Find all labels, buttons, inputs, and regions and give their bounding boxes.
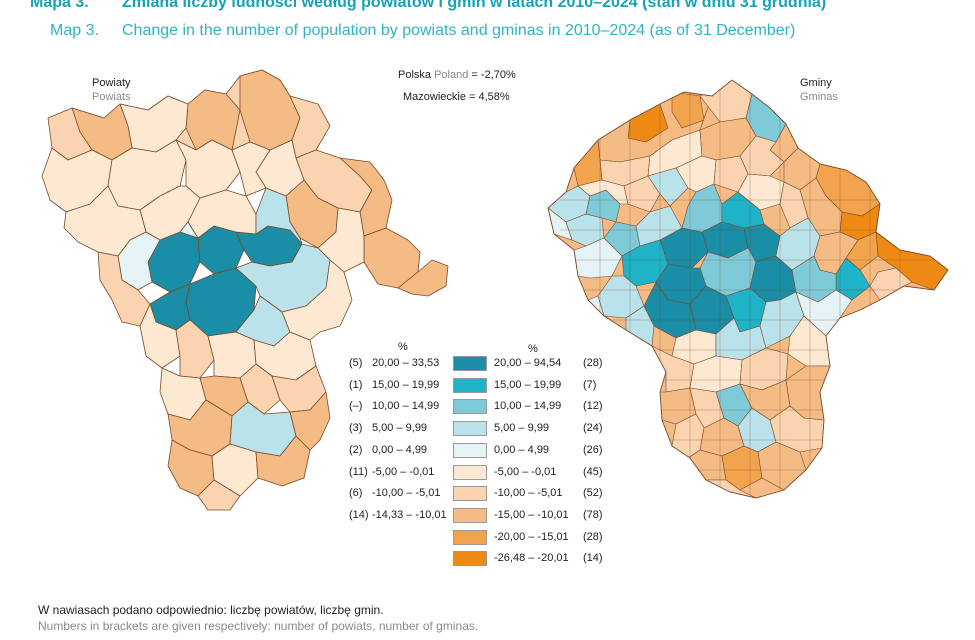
poland-stat: Polska Poland = -2,70% [398, 69, 516, 81]
right-map-label-en: Gminas [800, 91, 838, 103]
legend-left-range: -10,00 – -5,01 [372, 487, 441, 500]
legend-right-count: (14) [583, 552, 603, 565]
legend-swatch [453, 507, 487, 523]
map-number-en: Map 3. [50, 22, 99, 39]
legend-left-count: (6) [349, 487, 363, 500]
poland-label-pl: Polska [398, 69, 432, 81]
legend-left-count: (14) [349, 508, 369, 521]
region-value: = 4,58% [469, 91, 510, 103]
legend-left-range: 5,00 – 9,99 [372, 422, 428, 435]
map-title-pl: Mapa 3. Zmiana liczby ludności według pow… [30, 0, 826, 12]
legend-swatch [453, 421, 487, 437]
right-map-label-pl: Gminy [800, 77, 832, 89]
legend-right-count: (28) [583, 357, 603, 369]
legend-right-range: -15,00 – -10,01 [494, 508, 569, 521]
poland-label-en: Poland [434, 69, 469, 81]
legend-left-count: (–) [349, 400, 363, 413]
legend-swatch [453, 551, 487, 567]
legend-left-range: -5,00 – -0,01 [372, 465, 435, 478]
powiat-region [197, 479, 241, 511]
powiat-region [397, 259, 449, 297]
legend-left-count: (11) [349, 465, 368, 478]
map-title-en: Map 3. Change in the number of population… [50, 22, 795, 40]
legend-right-range: 0,00 – 4,99 [494, 443, 550, 456]
legend-right-count: (52) [583, 487, 603, 500]
legend-left-range: 20,00 – 33,53 [372, 357, 440, 369]
legend-unit-right: % [528, 343, 538, 355]
powiat-region [175, 319, 215, 379]
gmina-area [573, 237, 623, 279]
legend-swatch [453, 399, 487, 415]
legend-right-range: -10,00 – -5,01 [494, 487, 563, 500]
left-map-label: Powiaty Powiats [92, 76, 131, 104]
legend-swatch [453, 356, 487, 371]
legend-right-range: -20,00 – -15,01 [494, 530, 569, 543]
legend-right-count: (7) [583, 378, 597, 391]
legend-swatch [453, 486, 487, 502]
map-title-pl-text: Zmiana liczby ludności według powiatów i… [122, 0, 827, 11]
powiat-region [97, 251, 151, 327]
legend-swatch [453, 442, 487, 458]
powiat-region [179, 221, 199, 239]
powiat-region [63, 185, 147, 257]
left-map-label-en: Powiats [92, 91, 131, 103]
map-number-pl: Mapa 3. [30, 0, 89, 11]
legend-right-count: (26) [583, 443, 603, 456]
legend-left-range: 10,00 – 14,99 [372, 400, 440, 413]
footnote-en: Numbers in brackets are given respective… [38, 619, 479, 633]
footnote-pl: W nawiasach podano odpowiednio: liczbę p… [38, 603, 384, 617]
gmina-area [721, 191, 765, 229]
legend-right-count: (78) [583, 508, 603, 521]
powiat-region [231, 141, 271, 197]
legend-left-count: (3) [349, 422, 363, 435]
powiat-region [281, 259, 353, 341]
legend-swatch [453, 529, 487, 545]
poland-value: = -2,70% [471, 69, 516, 81]
gminas-outline [547, 79, 949, 499]
legend-right-range: 15,00 – 19,99 [494, 378, 562, 391]
legend-right-range: 5,00 – 9,99 [494, 422, 550, 435]
powiat-region [175, 139, 241, 199]
gmina-area [671, 91, 705, 129]
left-map-label-pl: Powiaty [92, 77, 131, 89]
gmina-area [681, 183, 723, 233]
legend-left-range: 15,00 – 19,99 [372, 378, 440, 391]
legend-left-range: -14,33 – -10,01 [372, 508, 447, 521]
legend-left-count: (5) [349, 357, 363, 369]
powiat-region [255, 435, 311, 487]
legend-right-count: (12) [583, 400, 603, 413]
legend-right-count: (28) [583, 530, 603, 543]
gmina-area [647, 167, 689, 207]
legend-right-count: (45) [583, 465, 603, 478]
legend-right-count: (24) [583, 422, 603, 435]
gmina-area [623, 175, 661, 213]
legend-right-range: 20,00 – 94,54 [494, 357, 562, 369]
legend-right-range: -5,00 – -0,01 [494, 465, 557, 478]
powiat-east-teal [255, 187, 303, 245]
region-stat: Mazowieckie = 4,58% [403, 91, 510, 103]
legend-unit-left: % [398, 341, 408, 353]
legend-right-range: -26,48 – -20,01 [494, 552, 569, 565]
gmina-area [625, 305, 655, 347]
legend-right-range: 10,00 – 14,99 [494, 400, 562, 413]
legend-left-range: 0,00 – 4,99 [372, 443, 428, 456]
legend-swatch [453, 464, 487, 480]
powiat-region [289, 391, 331, 451]
region-label: Mazowieckie [403, 91, 466, 103]
map-title-en-text: Change in the number of population by po… [122, 22, 796, 39]
legend-swatch [453, 377, 487, 393]
legend-left-count: (2) [349, 443, 363, 456]
legend-left-count: (1) [349, 378, 363, 391]
right-map-label: Gminy Gminas [800, 76, 838, 104]
